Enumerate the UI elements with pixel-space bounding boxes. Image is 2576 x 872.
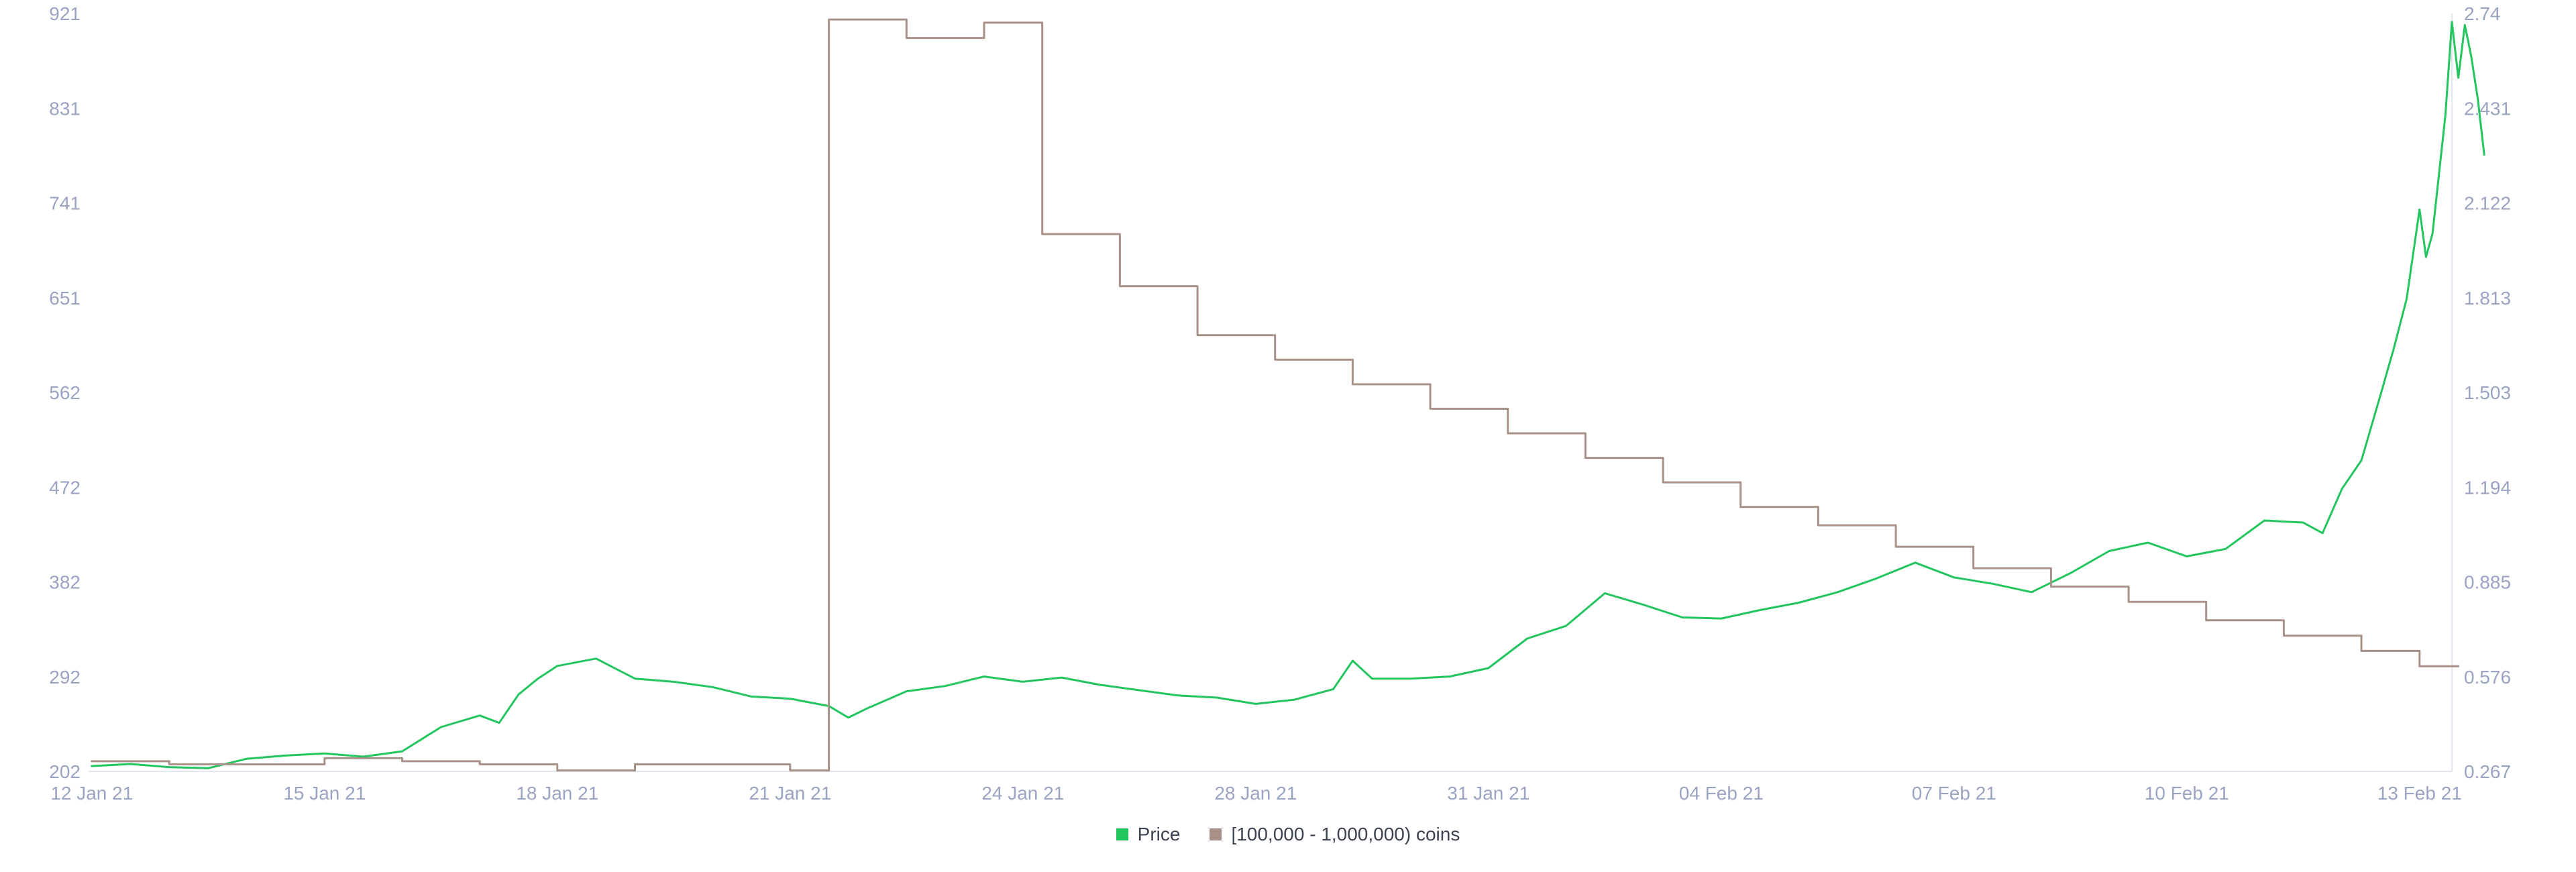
right-axis-tick-label: 1.813: [2464, 288, 2511, 309]
x-axis-tick-label: 18 Jan 21: [516, 783, 598, 804]
left-axis-tick-label: 741: [49, 193, 80, 214]
series-line-coins: [91, 18, 2460, 772]
x-axis-tick-label: 07 Feb 21: [1912, 783, 1996, 804]
x-axis-tick-label: 10 Feb 21: [2145, 783, 2229, 804]
left-axis-tick-label: 831: [49, 98, 80, 119]
legend-label: Price: [1137, 824, 1181, 844]
right-axis-tick-label: 0.885: [2464, 572, 2511, 593]
left-axis-tick-label: 562: [49, 382, 80, 403]
right-axis-tick-label: 2.122: [2464, 193, 2511, 214]
right-axis-tick-label: 0.576: [2464, 667, 2511, 688]
right-axis-tick-label: 0.267: [2464, 761, 2511, 782]
left-axis-tick-label: 472: [49, 477, 80, 498]
x-axis-tick-label: 04 Feb 21: [1679, 783, 1764, 804]
legend-item-price[interactable]: Price: [1116, 824, 1181, 845]
x-axis-tick-label: 24 Jan 21: [981, 783, 1064, 804]
legend-swatch: [1210, 828, 1222, 840]
x-axis-tick-label: 12 Jan 21: [50, 783, 133, 804]
x-axis-tick-label: 13 Feb 21: [2377, 783, 2462, 804]
right-axis-tick-label: 1.194: [2464, 477, 2511, 498]
x-axis-tick-label: 28 Jan 21: [1214, 783, 1297, 804]
left-axis-tick-label: 292: [49, 667, 80, 688]
x-axis-tick-label: 31 Jan 21: [1447, 783, 1529, 804]
left-axis-tick-label: 382: [49, 572, 80, 593]
legend-swatch: [1116, 828, 1128, 840]
x-axis-tick-label: 21 Jan 21: [749, 783, 831, 804]
x-axis-tick-label: 15 Jan 21: [283, 783, 366, 804]
legend: Price [100,000 - 1,000,000) coins: [0, 824, 2576, 845]
left-axis-tick-label: 202: [49, 761, 80, 782]
legend-item-coins[interactable]: [100,000 - 1,000,000) coins: [1210, 824, 1460, 845]
right-axis-tick-label: 1.503: [2464, 382, 2511, 403]
right-axis-tick-label: 2.431: [2464, 98, 2511, 119]
legend-label: [100,000 - 1,000,000) coins: [1231, 824, 1460, 844]
series-line-price: [91, 21, 2485, 769]
right-axis-tick-label: 2.74: [2464, 3, 2501, 24]
left-axis-tick-label: 651: [49, 288, 80, 309]
left-axis-tick-label: 921: [49, 3, 80, 24]
